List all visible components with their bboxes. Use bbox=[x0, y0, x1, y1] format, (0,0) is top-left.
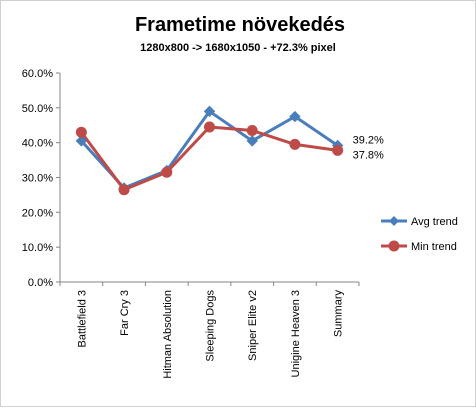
data-point-min-trend bbox=[332, 144, 344, 156]
chart-title: Frametime növekedés bbox=[135, 14, 345, 36]
y-tick-label: 0.0% bbox=[28, 277, 53, 289]
y-tick-label: 20.0% bbox=[22, 207, 53, 219]
x-tick-label: Battlefield 3 bbox=[76, 290, 88, 347]
data-label: 37.8% bbox=[353, 149, 384, 161]
data-point-avg-trend bbox=[75, 135, 88, 147]
data-label: 39.2% bbox=[353, 134, 384, 146]
x-tick-label: Sniper Elite v2 bbox=[247, 290, 259, 361]
x-tick-label: Far Cry 3 bbox=[119, 290, 131, 336]
chart-subtitle: 1280x800 -> 1680x1050 - +72.3% pixel bbox=[140, 42, 336, 54]
x-tick-label: Unigine Heaven 3 bbox=[290, 290, 302, 377]
data-point-min-trend bbox=[204, 121, 215, 133]
x-tick-label: Sleeping Dogs bbox=[205, 290, 217, 362]
y-tick-label: 40.0% bbox=[22, 138, 53, 150]
legend-marker bbox=[389, 216, 399, 226]
data-point-min-trend bbox=[161, 166, 173, 178]
y-tick-label: 10.0% bbox=[22, 242, 53, 254]
legend-marker bbox=[388, 240, 400, 252]
y-tick-label: 60.0% bbox=[22, 68, 53, 80]
x-tick-label: Summary bbox=[333, 290, 345, 338]
y-tick-label: 30.0% bbox=[22, 173, 53, 185]
legend-label: Min trend bbox=[411, 241, 457, 253]
data-point-min-trend bbox=[289, 138, 301, 150]
data-point-avg-trend bbox=[246, 135, 258, 147]
legend-label: Avg trend bbox=[411, 216, 458, 228]
data-point-min-trend bbox=[246, 124, 258, 136]
data-point-min-trend bbox=[118, 184, 130, 196]
series-line-min-trend bbox=[80, 125, 338, 192]
data-point-avg-trend bbox=[289, 110, 301, 123]
data-point-avg-trend bbox=[203, 105, 216, 118]
data-point-min-trend bbox=[75, 126, 87, 138]
x-tick-label: Hitman Absolution bbox=[162, 290, 174, 379]
y-tick-label: 50.0% bbox=[22, 103, 53, 115]
